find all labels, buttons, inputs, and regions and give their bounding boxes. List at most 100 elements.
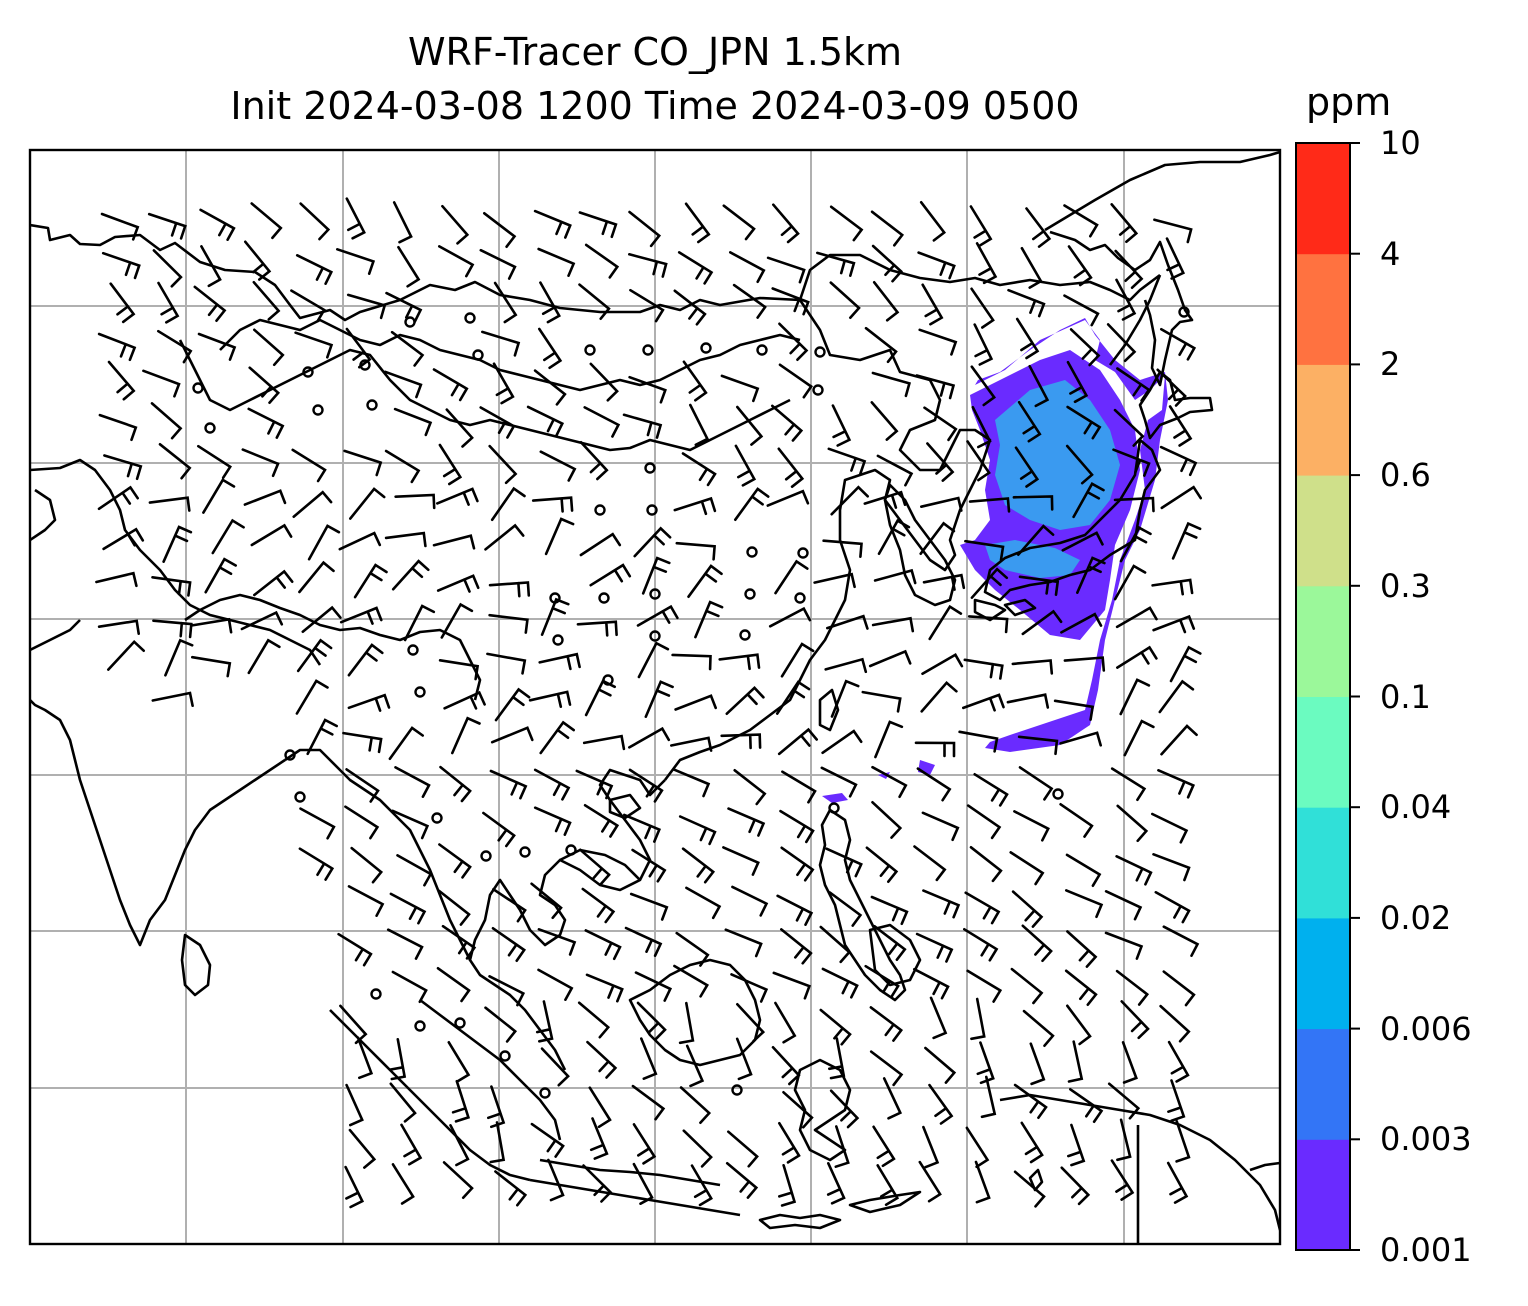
wind-barb — [349, 487, 386, 520]
wind-barb — [966, 804, 1002, 840]
colorbar-tick-label: 0.001 — [1380, 1231, 1472, 1269]
wind-barb — [921, 653, 964, 675]
wind-barb — [734, 444, 757, 487]
wind-barb — [1116, 645, 1158, 669]
coast-mongolia-border — [219, 318, 801, 392]
wind-barb — [388, 726, 424, 761]
wind-barb — [782, 1091, 814, 1129]
colorbar-tick-label: 0.02 — [1380, 898, 1452, 937]
wind-barb — [584, 243, 620, 279]
wind-barb — [962, 693, 1005, 712]
wind-barb — [347, 643, 384, 677]
wind-barb — [578, 211, 618, 239]
wind-barb — [918, 1160, 942, 1203]
wind-barb — [391, 809, 430, 840]
calm-wind-marker — [414, 686, 426, 698]
wind-barb — [687, 564, 723, 598]
wind-barb — [489, 769, 528, 800]
coast-honshu — [983, 438, 1162, 602]
wind-barb — [1116, 1118, 1132, 1162]
calm-wind-marker — [539, 1087, 551, 1099]
wind-barb — [918, 328, 958, 356]
wind-barb — [356, 1036, 374, 1080]
wind-barb — [583, 804, 620, 838]
wind-barb — [1018, 575, 1060, 596]
wind-barb — [575, 769, 614, 800]
wind-barb — [729, 251, 766, 284]
wind-barb — [299, 807, 336, 840]
wind-barb — [963, 928, 999, 962]
wind-barb — [632, 1162, 654, 1205]
coast-kamchatka — [1044, 150, 1280, 232]
coast-sakhalin — [1049, 230, 1194, 387]
calm-wind-marker — [552, 634, 564, 646]
wind-barb — [777, 447, 805, 488]
wind-barb — [582, 1164, 613, 1203]
wind-barb — [1064, 969, 1098, 1006]
wind-barb — [732, 283, 767, 319]
colorbar-tick-label: 0.006 — [1380, 1009, 1472, 1048]
wind-barb — [1119, 525, 1152, 563]
wind-barb — [1121, 1041, 1138, 1084]
wind-barb — [492, 888, 527, 923]
wind-barb — [488, 613, 529, 634]
wind-barb — [544, 517, 575, 556]
wind-barb — [1114, 249, 1144, 289]
wind-barb — [1011, 890, 1044, 928]
wind-barb — [1104, 931, 1144, 960]
wind-barb — [1113, 564, 1147, 601]
calm-wind-marker — [746, 546, 758, 558]
calm-wind-marker — [192, 382, 204, 394]
wind-barb — [1020, 1121, 1044, 1164]
wind-barb — [151, 691, 194, 707]
wind-barb — [295, 254, 334, 285]
wind-barb — [1015, 317, 1040, 360]
colorbar-segment — [1296, 917, 1350, 1030]
calm-wind-marker — [594, 504, 606, 516]
wind-barb — [1011, 659, 1054, 675]
wind-barb — [865, 846, 899, 883]
wind-barb — [682, 1129, 713, 1168]
wind-barb — [483, 212, 517, 248]
colorbar-segment — [1296, 364, 1350, 476]
wind-barb — [1060, 612, 1103, 634]
wind-barb — [384, 531, 427, 548]
wind-barb — [830, 485, 869, 516]
wind-barb — [821, 729, 863, 755]
wind-barb — [345, 327, 372, 369]
calm-wind-marker — [649, 630, 661, 642]
wind-barb — [774, 559, 809, 595]
colorbar-tick-label: 10 — [1380, 124, 1421, 162]
wind-barb — [929, 996, 948, 1040]
wind-barb — [1069, 1088, 1104, 1123]
wind-barb — [103, 454, 143, 481]
wind-barb — [1059, 803, 1094, 838]
wind-barb — [152, 619, 193, 639]
wind-barb — [965, 1126, 990, 1169]
wind-barb — [913, 967, 950, 1000]
wind-barb — [578, 283, 611, 320]
coast-borneo — [628, 958, 762, 1067]
wind-barb — [768, 606, 812, 628]
wind-barb — [778, 1121, 801, 1164]
wind-barb — [494, 1170, 528, 1207]
wind-barb — [877, 518, 911, 556]
coast-philippines — [818, 808, 907, 1002]
wind-barb — [1066, 1004, 1092, 1046]
wind-barb — [771, 1046, 801, 1086]
wind-barb — [1167, 1079, 1186, 1122]
wind-barb — [441, 924, 477, 960]
wind-barb — [1110, 1159, 1135, 1201]
wind-barb — [914, 741, 956, 758]
wind-barb — [539, 281, 561, 324]
wind-barb — [1171, 521, 1202, 560]
wind-barb — [241, 448, 280, 478]
wind-barb — [778, 1164, 797, 1207]
wind-barb — [724, 928, 763, 958]
wind-barb — [298, 847, 335, 881]
colorbar-segment — [1296, 143, 1350, 255]
wind-barb — [193, 285, 227, 322]
wind-barb — [628, 253, 668, 278]
wind-barb — [778, 363, 814, 399]
wind-barb — [1168, 405, 1193, 447]
